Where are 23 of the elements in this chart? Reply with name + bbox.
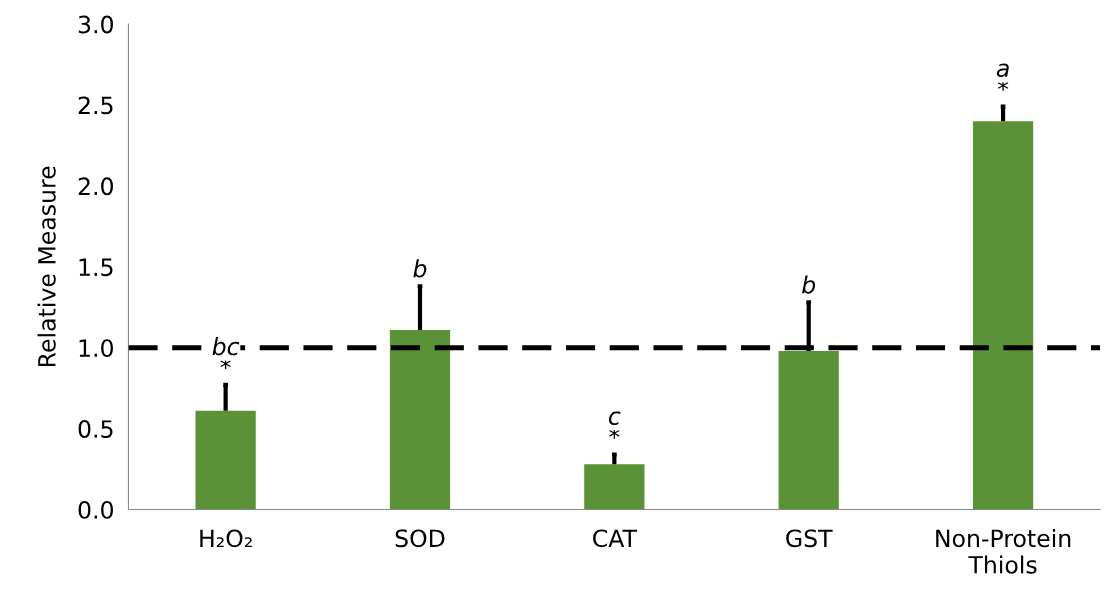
bar	[778, 350, 839, 510]
annotation: b	[413, 259, 427, 278]
x-tick-label: CAT	[593, 529, 638, 548]
y-axis-title: Relative Measure	[37, 166, 56, 367]
y-tick-label: 2.5	[78, 96, 113, 115]
bar	[389, 329, 451, 510]
x-tick-label: Non-Protein Thiols	[936, 528, 1071, 574]
bar	[972, 121, 1034, 510]
y-tick-label: 0.5	[78, 420, 113, 438]
annotation: bc	[212, 337, 240, 356]
annotation: a	[996, 63, 1009, 78]
y-tick-label: 3.0	[78, 15, 113, 34]
x-tick-label: H₂O₂	[200, 529, 252, 548]
y-tick-label: 2.0	[78, 177, 113, 196]
annotation: c	[608, 411, 621, 425]
y-tick-label: 1.0	[79, 339, 113, 358]
x-tick-label: GST	[786, 529, 833, 548]
y-tick-label: 0.0	[78, 500, 113, 519]
annotation: b	[802, 275, 816, 294]
bar	[584, 464, 645, 510]
bar	[195, 410, 256, 510]
x-tick-label: SOD	[395, 529, 445, 548]
y-tick-label: 1.5	[79, 258, 113, 277]
